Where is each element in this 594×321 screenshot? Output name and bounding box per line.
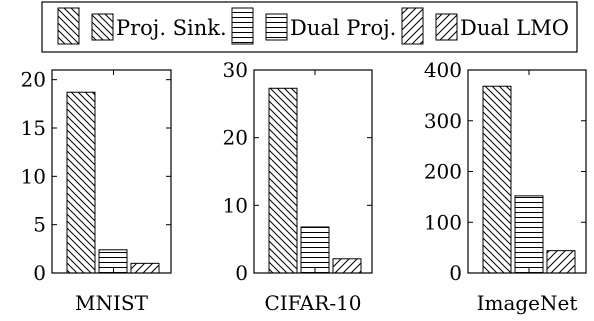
legend-swatch-proj-sink-small: [91, 13, 114, 41]
legend-swatch-dual-proj: [231, 7, 254, 45]
chart-imagenet-ytick-label-0: 0: [449, 261, 462, 285]
chart-mnist-axis-frame: [51, 69, 172, 274]
chart-cifar10-bar-dual-proj: [300, 226, 330, 274]
chart-imagenet-ytick-label-300: 300: [424, 109, 462, 133]
legend-swatch-proj-sink: [57, 7, 80, 45]
chart-imagenet-ytick-label-100: 100: [424, 210, 462, 234]
legend-entry-proj-sink: Proj. Sink.: [57, 7, 227, 45]
legend-swatch-dual-proj-small: [265, 13, 288, 41]
legend-frame: [41, 1, 578, 53]
chart-imagenet-bar-proj-sink: [482, 85, 512, 274]
chart-cifar10-ytick-label-10: 10: [223, 193, 248, 217]
chart-mnist-ytick-label-0: 0: [33, 261, 46, 285]
chart-mnist-ytick-label-20: 20: [21, 68, 46, 92]
chart-cifar10-bar-dual-lmo: [332, 258, 362, 274]
legend-entry-dual-lmo: Dual LMO: [401, 7, 569, 45]
chart-cifar10-ytick-label-20: 20: [223, 126, 248, 150]
chart-cifar10-xlabel: CIFAR-10: [264, 291, 361, 315]
chart-imagenet-bar-dual-proj: [514, 195, 544, 274]
chart-imagenet-ytick-label-400: 400: [424, 58, 462, 82]
chart-cifar10-axis-frame: [253, 69, 373, 274]
chart-panel-mnist: 0 5 10 15 20 MNIST: [21, 68, 172, 315]
chart-mnist-bar-dual-lmo: [130, 262, 160, 274]
chart-panel-imagenet: 0 100 200 300 400 ImageNet: [424, 58, 587, 315]
chart-imagenet-bar-dual-lmo: [546, 250, 576, 274]
chart-mnist-ytick-label-5: 5: [33, 213, 46, 237]
legend-swatch-dual-lmo: [401, 7, 424, 45]
chart-imagenet-ytick-label-200: 200: [424, 160, 462, 184]
chart-cifar10-ytick-label-0: 0: [235, 261, 248, 285]
legend-label-dual-proj: Dual Proj.: [290, 16, 396, 40]
chart-imagenet-xlabel: ImageNet: [477, 291, 578, 315]
chart-mnist-ytick-label-10: 10: [21, 164, 46, 188]
chart-panel-cifar10: 0 10 20 30 CIFAR-10: [223, 58, 373, 315]
chart-cifar10-bar-proj-sink: [268, 87, 298, 274]
legend-label-proj-sink: Proj. Sink.: [116, 16, 227, 40]
legend-label-dual-lmo: Dual LMO: [460, 16, 569, 40]
chart-mnist-ytick-label-15: 15: [21, 116, 46, 140]
legend: Proj. Sink. Dual Proj. Dual LMO: [41, 1, 578, 53]
legend-swatch-dual-lmo-small: [435, 13, 458, 41]
chart-mnist-xlabel: MNIST: [75, 291, 149, 315]
chart-mnist-bar-proj-sink: [66, 91, 96, 274]
legend-entry-dual-proj: Dual Proj.: [231, 7, 396, 45]
chart-cifar10-ytick-label-30: 30: [223, 58, 248, 82]
